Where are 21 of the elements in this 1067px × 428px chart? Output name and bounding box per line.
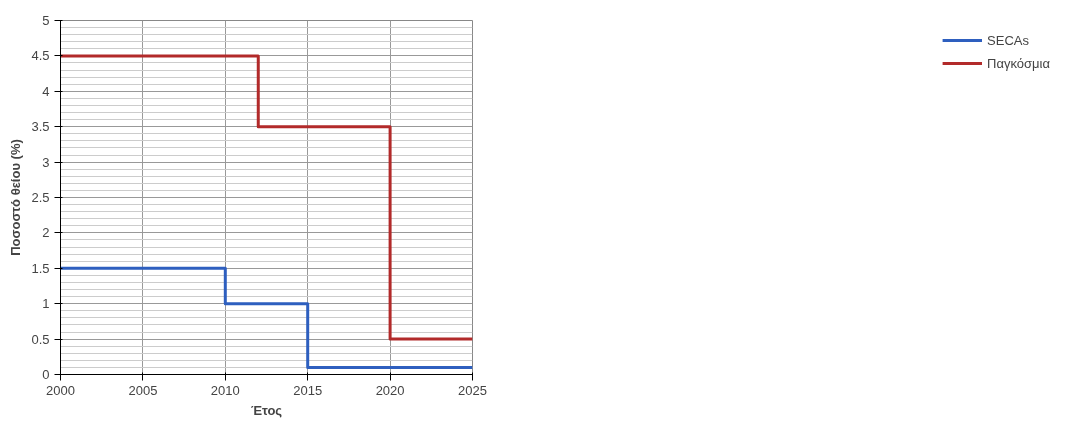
y-tick-label: 3.5 bbox=[31, 119, 50, 135]
x-tick-label: 2015 bbox=[293, 382, 323, 398]
y-tick-label: 0.5 bbox=[31, 331, 50, 347]
y-tick-label: 0 bbox=[42, 367, 50, 382]
y-tick-label: 1.5 bbox=[31, 260, 50, 276]
y-tick-label: 4 bbox=[42, 83, 50, 99]
y-tick-label: 3 bbox=[42, 154, 50, 170]
y-tick-label: 4.5 bbox=[31, 48, 50, 64]
x-axis-title: Έτος bbox=[250, 402, 283, 418]
x-tick-label: 2000 bbox=[46, 382, 75, 398]
x-tick-label: 2010 bbox=[210, 382, 240, 398]
x-tick-label: 2005 bbox=[128, 382, 158, 398]
legend-label: SECAs bbox=[987, 32, 1029, 48]
x-tick-label: 2020 bbox=[375, 382, 405, 398]
y-tick-label: 5 bbox=[42, 13, 50, 28]
legend-label: Παγκόσμια bbox=[987, 55, 1050, 71]
y-tick-label: 2.5 bbox=[31, 190, 50, 205]
y-tick-label: 2 bbox=[42, 225, 50, 241]
y-axis-title: Ποσοστό θείου (%) bbox=[8, 139, 24, 256]
x-tick-label: 2025 bbox=[458, 382, 487, 398]
y-tick-label: 1 bbox=[42, 296, 50, 312]
